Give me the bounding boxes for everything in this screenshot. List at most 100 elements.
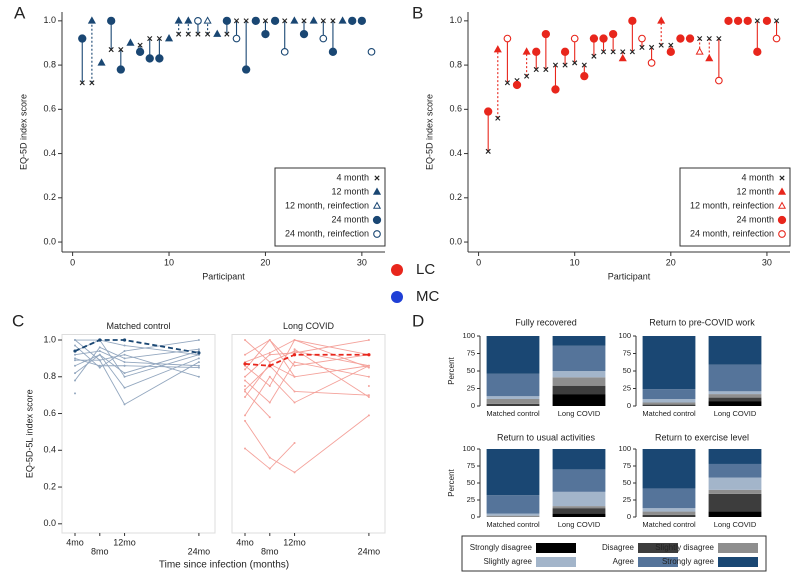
series-line xyxy=(74,339,200,405)
marker-circle xyxy=(777,215,787,225)
y-tick-label: 0 xyxy=(471,512,475,521)
series-line xyxy=(244,365,370,416)
y-tick-label: 1.0 xyxy=(449,15,462,25)
point xyxy=(244,390,247,393)
marker-x xyxy=(572,60,578,66)
marker-x xyxy=(89,80,95,86)
y-tick-label: 100 xyxy=(618,444,631,453)
marker-triangle xyxy=(164,34,174,42)
marker-circle xyxy=(647,59,656,67)
bar-segment xyxy=(552,345,606,371)
point xyxy=(367,414,370,417)
legend-label: 12 month, reinfection xyxy=(690,200,774,210)
x-tick-label: 24mo xyxy=(358,546,381,556)
legend-swatch xyxy=(536,557,576,567)
marker-x xyxy=(495,115,501,121)
bar-segment xyxy=(708,449,762,464)
bar-segment xyxy=(486,373,540,397)
marker-x xyxy=(697,35,703,42)
point xyxy=(197,351,201,355)
point xyxy=(268,384,271,387)
marker-x xyxy=(773,18,780,24)
marker-circle xyxy=(280,47,289,56)
subplot-title: Return to exercise level xyxy=(655,432,749,442)
point xyxy=(244,339,247,342)
bar-segment xyxy=(552,508,606,514)
point xyxy=(197,364,200,367)
facet-title: Long COVID xyxy=(283,321,335,331)
marker-circle xyxy=(715,76,723,85)
marker-triangle xyxy=(372,187,382,195)
point xyxy=(244,384,247,387)
marker-x xyxy=(262,18,269,24)
bar-segment xyxy=(486,513,540,516)
marker-x xyxy=(374,175,380,181)
bar-segment xyxy=(708,364,762,392)
marker-x xyxy=(562,62,568,68)
point xyxy=(268,456,271,459)
series-line xyxy=(244,365,369,396)
point xyxy=(123,357,126,360)
marker-circle xyxy=(299,29,309,39)
facet-frame xyxy=(61,334,216,534)
marker-circle xyxy=(589,34,599,43)
marker-x xyxy=(195,31,201,37)
legend-swatch xyxy=(638,543,678,553)
y-tick-label: 50 xyxy=(623,366,631,375)
point xyxy=(123,361,126,364)
marker-circle xyxy=(242,65,251,74)
legend-label: 24 month, reinfection xyxy=(285,228,369,238)
point xyxy=(123,403,126,406)
y-tick-label: 0.2 xyxy=(43,192,56,202)
marker-triangle xyxy=(705,53,714,62)
series-line xyxy=(74,350,199,367)
marker-x xyxy=(779,175,785,181)
marker-circle xyxy=(232,34,241,43)
marker-circle xyxy=(685,34,695,43)
x-tick-label: Long COVID xyxy=(558,409,601,418)
x-tick-label: 8mo xyxy=(261,546,279,556)
point xyxy=(98,353,101,356)
y-tick-label: 25 xyxy=(623,383,631,392)
point xyxy=(74,392,77,395)
y-tick-label: 0.0 xyxy=(43,236,56,246)
bar-segment xyxy=(642,399,696,403)
x-tick-label: 20 xyxy=(260,257,270,267)
point xyxy=(197,339,200,342)
y-tick-label: 75 xyxy=(467,348,475,357)
y-tick-label: 25 xyxy=(623,495,631,504)
marker-circle xyxy=(484,107,493,116)
marker-circle xyxy=(367,47,376,56)
x-tick-label: 12mo xyxy=(113,537,136,547)
marker-circle xyxy=(560,47,570,56)
facet-frame xyxy=(231,334,386,534)
point xyxy=(123,375,126,378)
marker-x xyxy=(118,47,124,53)
x-tick-label: Long COVID xyxy=(558,520,601,529)
point xyxy=(293,339,296,342)
bar-segment xyxy=(642,404,696,406)
marker-triangle xyxy=(203,16,212,24)
marker-x xyxy=(147,35,153,42)
y-tick-label: 1.0 xyxy=(43,334,56,344)
legend-label: Slightly agree xyxy=(484,557,533,566)
series-line xyxy=(244,339,369,367)
bar-segment xyxy=(642,514,696,517)
y-tick-label: 75 xyxy=(623,461,631,470)
bar-segment xyxy=(708,391,762,395)
legend-swatch xyxy=(718,557,758,567)
marker-circle xyxy=(551,85,560,94)
point xyxy=(293,375,296,378)
bar-segment xyxy=(486,336,540,374)
y-tick-label: 100 xyxy=(618,331,631,340)
y-axis-label: EQ-5D index score xyxy=(424,94,434,170)
marker-x xyxy=(185,31,191,37)
series-line xyxy=(244,339,369,378)
marker-triangle xyxy=(184,16,193,24)
y-tick-label: 50 xyxy=(623,478,631,487)
bar-segment xyxy=(486,399,540,404)
point xyxy=(293,350,296,353)
x-tick-label: 10 xyxy=(164,257,174,267)
bar-segment xyxy=(642,449,696,489)
marker-x xyxy=(668,42,674,48)
